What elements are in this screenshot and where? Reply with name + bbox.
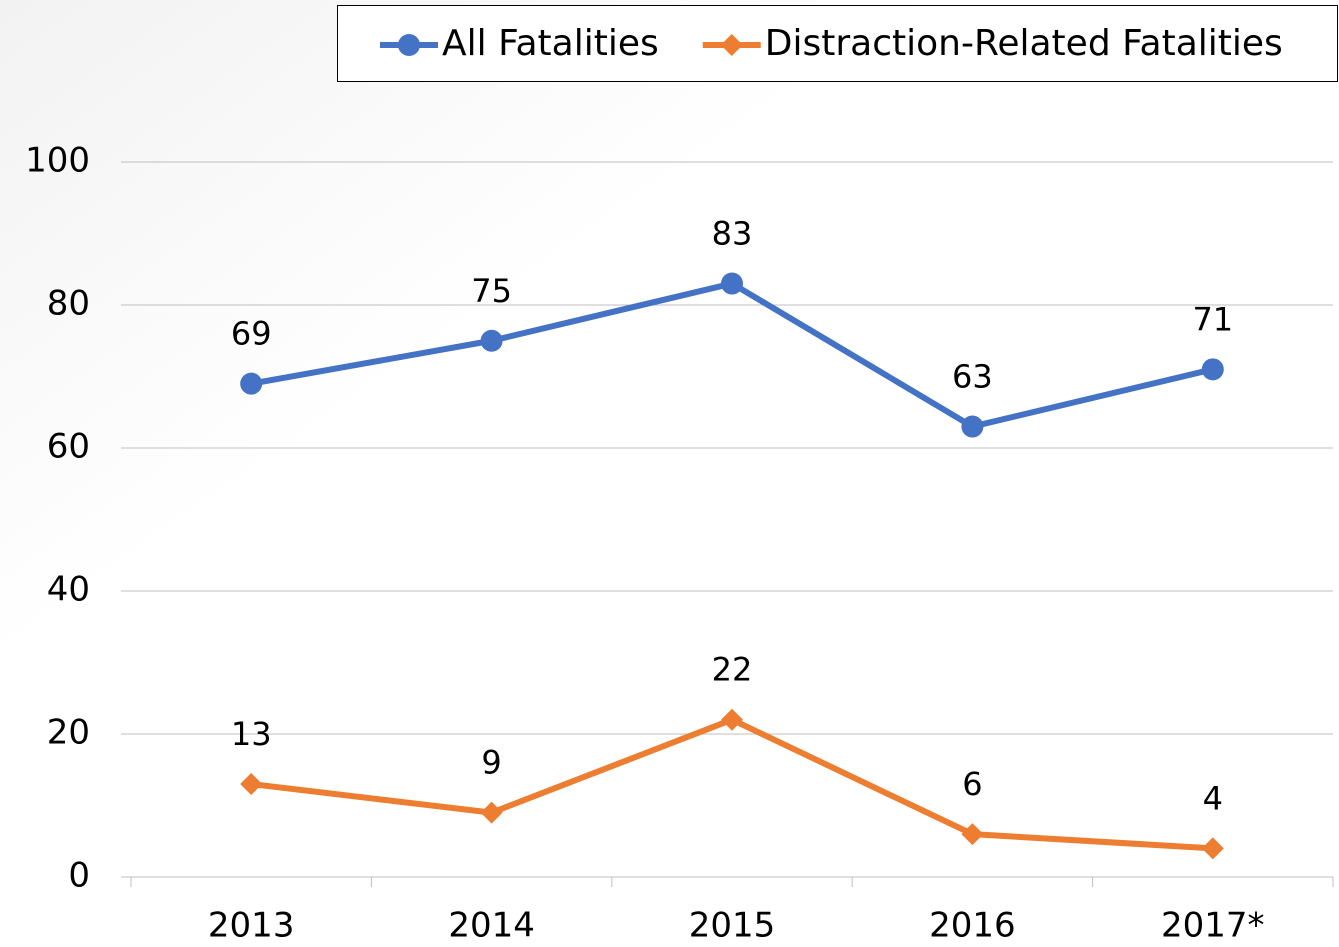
data-point xyxy=(721,708,743,731)
data-point xyxy=(240,773,263,796)
y-tick-label: 20 xyxy=(47,713,90,753)
legend-marker xyxy=(398,34,420,56)
legend-box xyxy=(337,5,1338,82)
x-tick-label: 2015 xyxy=(689,906,776,946)
data-label: 63 xyxy=(952,358,993,396)
y-tick-label: 0 xyxy=(68,856,90,896)
y-tick-label: 60 xyxy=(47,427,90,467)
legend-marker xyxy=(720,34,743,56)
data-point xyxy=(1201,358,1224,381)
x-tick-label: 2017* xyxy=(1161,906,1265,946)
data-point xyxy=(480,801,503,824)
data-label: 6 xyxy=(962,765,982,803)
data-label: 4 xyxy=(1203,779,1223,817)
legend-label: Distraction-Related Fatalities xyxy=(765,23,1283,64)
data-point xyxy=(961,415,984,438)
data-point xyxy=(240,372,263,395)
data-point xyxy=(961,823,984,846)
data-label: 71 xyxy=(1192,300,1233,338)
legend-label: All Fatalities xyxy=(442,23,659,64)
data-label: 75 xyxy=(471,272,512,310)
data-point xyxy=(721,272,743,295)
y-tick-label: 100 xyxy=(25,141,90,181)
data-label: 9 xyxy=(481,744,501,782)
x-tick-label: 2014 xyxy=(448,906,535,946)
y-tick-label: 80 xyxy=(47,284,90,324)
data-point xyxy=(480,329,503,352)
y-tick-label: 40 xyxy=(47,570,90,610)
data-label: 83 xyxy=(712,215,753,253)
data-label: 69 xyxy=(231,315,272,353)
x-tick-label: 2016 xyxy=(929,906,1016,946)
data-point xyxy=(1201,837,1224,860)
x-tick-label: 2013 xyxy=(208,906,295,946)
data-label: 22 xyxy=(712,651,753,689)
data-label: 13 xyxy=(231,715,272,753)
